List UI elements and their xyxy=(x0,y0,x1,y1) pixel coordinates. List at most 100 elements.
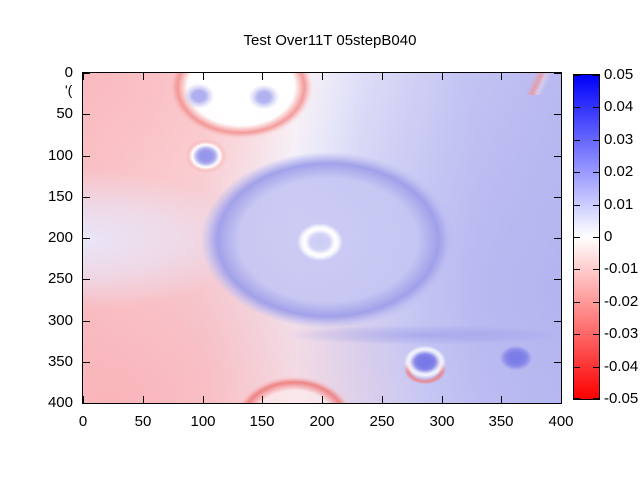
y-tick-right xyxy=(554,197,561,198)
cb-tick-left xyxy=(574,398,580,399)
y-tick-right xyxy=(554,321,561,322)
feature-top-right-streak xyxy=(513,73,561,95)
x-tick-label: 250 xyxy=(369,413,395,430)
feature-spot-bottom-right xyxy=(495,342,537,374)
colorbar-tick-label: 0.03 xyxy=(604,131,634,148)
y-tick-label: 350 xyxy=(47,353,73,370)
cb-tick-right xyxy=(593,269,599,270)
x-tick-bottom xyxy=(143,396,144,403)
feature-bottom-arc xyxy=(234,376,354,403)
x-tick-bottom xyxy=(262,396,263,403)
x-tick-top xyxy=(262,73,263,80)
feature-spot-crescent xyxy=(403,355,447,385)
x-tick-label: 150 xyxy=(249,413,275,430)
y-tick-left xyxy=(83,238,90,239)
y-tick-left xyxy=(83,362,90,363)
cb-tick-right xyxy=(593,107,599,108)
x-tick-bottom xyxy=(501,396,502,403)
feature-right-streak xyxy=(253,325,561,345)
y-tick-right xyxy=(554,362,561,363)
x-tick-bottom xyxy=(382,396,383,403)
cb-tick-right xyxy=(593,172,599,173)
y-tick-label: 300 xyxy=(47,312,73,329)
y-tick-left xyxy=(83,114,90,115)
x-tick-bottom xyxy=(322,396,323,403)
cb-tick-right xyxy=(593,302,599,303)
y-tick-right xyxy=(554,403,561,404)
y-tick-label: 0 xyxy=(64,64,73,81)
feature-top-spot-right xyxy=(247,83,281,111)
feature-central-disk xyxy=(201,152,455,328)
cb-tick-right xyxy=(593,367,599,368)
y-tick-left xyxy=(83,279,90,280)
colorbar xyxy=(573,74,600,400)
x-tick-bottom xyxy=(442,396,443,403)
y-tick-right xyxy=(554,73,561,74)
cb-tick-right xyxy=(593,140,599,141)
y-tick-left xyxy=(83,321,90,322)
cb-tick-left xyxy=(574,302,580,303)
clipped-key-label: '( xyxy=(65,82,73,98)
y-tick-left xyxy=(83,403,90,404)
x-tick-bottom xyxy=(561,396,562,403)
cb-tick-right xyxy=(593,205,599,206)
y-tick-right xyxy=(554,156,561,157)
feature-spot-bottom-mid xyxy=(403,345,447,379)
feature-small-spot xyxy=(184,138,228,174)
feature-central-eye xyxy=(297,223,343,261)
y-tick-label: 400 xyxy=(47,394,73,411)
y-tick-right xyxy=(554,114,561,115)
colorbar-tick-label: 0.02 xyxy=(604,163,634,180)
colorbar-tick-label: -0.01 xyxy=(604,260,639,277)
cb-tick-right xyxy=(593,398,599,399)
x-tick-bottom xyxy=(203,396,204,403)
y-tick-label: 100 xyxy=(47,147,73,164)
colorbar-tick-label: 0 xyxy=(604,228,613,245)
y-tick-left xyxy=(83,73,90,74)
cb-tick-right xyxy=(593,237,599,238)
colorbar-tick-label: -0.03 xyxy=(604,325,639,342)
colorbar-tick-label: 0.04 xyxy=(604,98,634,115)
feature-top-spot-left xyxy=(182,82,216,110)
y-tick-label: 250 xyxy=(47,270,73,287)
cb-tick-left xyxy=(574,334,580,335)
colorbar-tick-label: 0.05 xyxy=(604,66,634,83)
colorbar-tick-label: -0.02 xyxy=(604,293,639,310)
cb-tick-left xyxy=(574,269,580,270)
x-tick-label: 350 xyxy=(488,413,514,430)
cb-tick-right xyxy=(593,75,599,76)
cb-tick-left xyxy=(574,75,580,76)
colorbar-tick-label: -0.04 xyxy=(604,358,639,375)
chart-title: Test Over11T 05stepB040 xyxy=(243,32,417,49)
x-tick-top xyxy=(561,73,562,80)
x-tick-label: 100 xyxy=(190,413,216,430)
x-tick-label: 300 xyxy=(429,413,455,430)
y-tick-right xyxy=(554,238,561,239)
cb-tick-left xyxy=(574,140,580,141)
cb-tick-left xyxy=(574,172,580,173)
x-tick-top xyxy=(203,73,204,80)
y-tick-label: 50 xyxy=(56,105,73,122)
y-tick-left xyxy=(83,197,90,198)
cb-tick-left xyxy=(574,107,580,108)
x-tick-top xyxy=(501,73,502,80)
y-tick-right xyxy=(554,279,561,280)
x-tick-top xyxy=(442,73,443,80)
y-tick-label: 200 xyxy=(47,229,73,246)
x-tick-top xyxy=(382,73,383,80)
x-tick-top xyxy=(83,73,84,80)
colorbar-tick-label: 0.01 xyxy=(604,196,634,213)
colorbar-tick-label: -0.05 xyxy=(604,390,639,407)
cb-tick-left xyxy=(574,205,580,206)
cb-tick-left xyxy=(574,237,580,238)
cb-tick-right xyxy=(593,334,599,335)
x-tick-label: 400 xyxy=(548,413,574,430)
x-tick-label: 200 xyxy=(309,413,335,430)
y-tick-left xyxy=(83,156,90,157)
x-tick-bottom xyxy=(83,396,84,403)
cb-tick-left xyxy=(574,367,580,368)
x-tick-label: 0 xyxy=(78,413,88,430)
x-tick-top xyxy=(322,73,323,80)
heatmap-plot-area xyxy=(82,72,562,404)
